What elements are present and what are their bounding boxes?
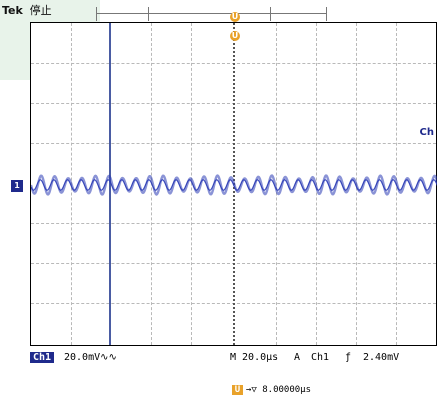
scope-status-bar: Ch1 20.0mV∿∿ M 20.0μs A Ch1 ƒ 2.40mV xyxy=(30,352,437,368)
channel-side-label: Ch xyxy=(419,127,434,138)
record-right-edge xyxy=(326,7,327,21)
trigger-marker-label: U xyxy=(231,31,239,40)
record-window-right xyxy=(270,7,271,21)
trace-path xyxy=(31,179,437,191)
trigger-source: Ch1 xyxy=(311,352,330,363)
brand-label: Tek xyxy=(2,4,23,17)
trigger-delay-icon: U xyxy=(232,385,243,395)
volts-per-div: 20.0mV∿∿ xyxy=(64,352,117,363)
trigger-position-marker: U xyxy=(230,31,240,41)
waveform-display[interactable]: U Ch xyxy=(30,22,437,346)
record-left-edge xyxy=(96,7,97,21)
trigger-delay-readout: U →▽ 8.00000μs xyxy=(232,385,311,395)
grid-line-v xyxy=(276,23,277,345)
trigger-delay-value: →▽ 8.00000μs xyxy=(246,385,312,395)
acquisition-state: 停止 xyxy=(29,4,52,17)
time-cursor-line[interactable] xyxy=(109,23,111,345)
trigger-position-marker-top: U xyxy=(230,12,240,22)
waveform-trace xyxy=(31,174,437,196)
time-per-div: M 20.0μs xyxy=(230,352,279,363)
trace-path xyxy=(31,174,437,196)
trigger-slope-icon: ƒ xyxy=(345,352,352,363)
grid-line-v xyxy=(191,23,192,345)
trigger-marker-label: U xyxy=(231,12,239,21)
channel-ground-marker[interactable]: 1 xyxy=(11,180,23,192)
record-window-left xyxy=(148,7,149,21)
record-bar xyxy=(96,13,326,14)
scope-brand: Tek 停止 xyxy=(2,2,52,18)
trigger-mode: A xyxy=(294,352,301,363)
channel1-badge[interactable]: Ch1 xyxy=(30,352,55,363)
trigger-level: 2.40mV xyxy=(363,352,400,363)
channel-ground-label: 1 xyxy=(14,181,20,190)
